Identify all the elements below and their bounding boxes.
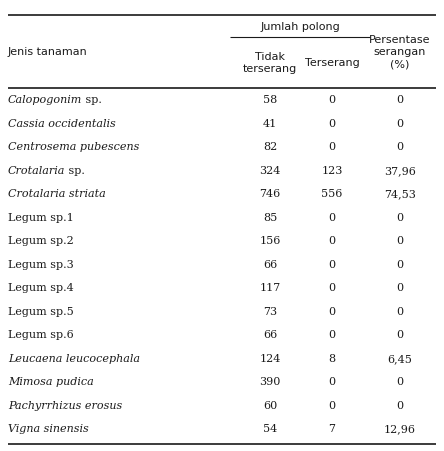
Text: 0: 0 (329, 283, 336, 293)
Text: Jenis tanaman: Jenis tanaman (8, 47, 88, 57)
Text: Mimosa pudica: Mimosa pudica (8, 377, 94, 387)
Text: Cassia occidentalis: Cassia occidentalis (8, 119, 116, 129)
Text: 73: 73 (263, 306, 277, 316)
Text: 0: 0 (329, 142, 336, 152)
Text: Pachyrrhizus erosus: Pachyrrhizus erosus (8, 400, 122, 410)
Text: 85: 85 (263, 212, 277, 222)
Text: 37,96: 37,96 (384, 166, 416, 175)
Text: 0: 0 (329, 95, 336, 105)
Text: 0: 0 (329, 377, 336, 387)
Text: Persentase
serangan
(%): Persentase serangan (%) (369, 36, 431, 69)
Text: 0: 0 (396, 306, 404, 316)
Text: 0: 0 (329, 236, 336, 246)
Text: 0: 0 (329, 400, 336, 410)
Text: 8: 8 (329, 353, 336, 363)
Text: 0: 0 (396, 377, 404, 387)
Text: 6,45: 6,45 (388, 353, 412, 363)
Text: 7: 7 (329, 423, 336, 433)
Text: 156: 156 (259, 236, 281, 246)
Text: 0: 0 (396, 400, 404, 410)
Text: 324: 324 (259, 166, 281, 175)
Text: 0: 0 (396, 212, 404, 222)
Text: 66: 66 (263, 330, 277, 340)
Text: 0: 0 (329, 306, 336, 316)
Text: Legum sp.2: Legum sp.2 (8, 236, 74, 246)
Text: 66: 66 (263, 259, 277, 269)
Text: 556: 556 (321, 189, 343, 199)
Text: 12,96: 12,96 (384, 423, 416, 433)
Text: 58: 58 (263, 95, 277, 105)
Text: 41: 41 (263, 119, 277, 129)
Text: Tidak
terserang: Tidak terserang (243, 52, 297, 74)
Text: Crotalaria striata: Crotalaria striata (8, 189, 106, 199)
Text: 54: 54 (263, 423, 277, 433)
Text: sp.: sp. (82, 95, 102, 105)
Text: 0: 0 (396, 119, 404, 129)
Text: 390: 390 (259, 377, 281, 387)
Text: Legum sp.3: Legum sp.3 (8, 259, 74, 269)
Text: 60: 60 (263, 400, 277, 410)
Text: 0: 0 (329, 119, 336, 129)
Text: 0: 0 (396, 95, 404, 105)
Text: 124: 124 (259, 353, 281, 363)
Text: 746: 746 (259, 189, 281, 199)
Text: 0: 0 (396, 236, 404, 246)
Text: Jumlah polong: Jumlah polong (260, 23, 340, 32)
Text: 0: 0 (329, 259, 336, 269)
Text: 0: 0 (396, 142, 404, 152)
Text: 0: 0 (329, 212, 336, 222)
Text: Centrosema pubescens: Centrosema pubescens (8, 142, 139, 152)
Text: Crotalaria: Crotalaria (8, 166, 65, 175)
Text: 117: 117 (259, 283, 281, 293)
Text: Legum sp.4: Legum sp.4 (8, 283, 74, 293)
Text: 82: 82 (263, 142, 277, 152)
Text: Leucaena leucocephala: Leucaena leucocephala (8, 353, 140, 363)
Text: Legum sp.6: Legum sp.6 (8, 330, 74, 340)
Text: 74,53: 74,53 (384, 189, 416, 199)
Text: 123: 123 (321, 166, 343, 175)
Text: Legum sp.5: Legum sp.5 (8, 306, 74, 316)
Text: 0: 0 (396, 283, 404, 293)
Text: sp.: sp. (65, 166, 85, 175)
Text: Calopogonim: Calopogonim (8, 95, 82, 105)
Text: 0: 0 (396, 259, 404, 269)
Text: 0: 0 (329, 330, 336, 340)
Text: 0: 0 (396, 330, 404, 340)
Text: Legum sp.1: Legum sp.1 (8, 212, 74, 222)
Text: Terserang: Terserang (305, 58, 359, 69)
Text: Vigna sinensis: Vigna sinensis (8, 423, 89, 433)
